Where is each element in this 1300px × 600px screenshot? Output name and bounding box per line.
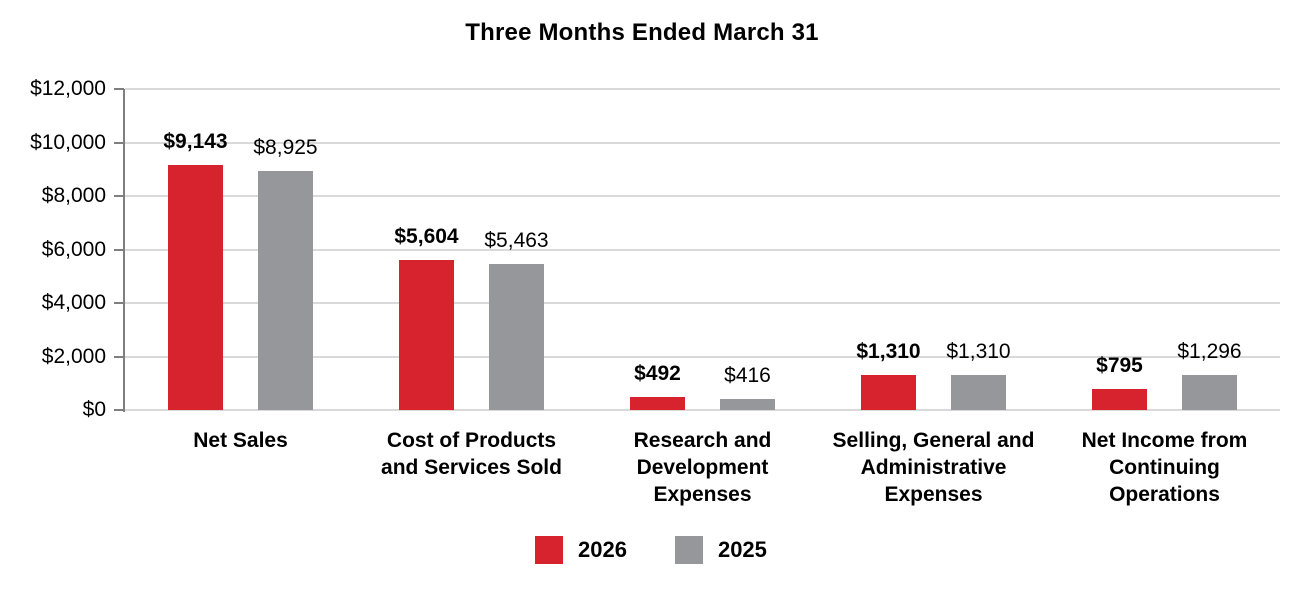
- category-label-line: Net Income from: [1081, 429, 1248, 452]
- bar-value-label: $5,463: [484, 228, 549, 252]
- bar-value-label: $492: [634, 361, 681, 385]
- y-axis-tick-label: $12,000: [30, 77, 106, 100]
- category-label-line: Continuing: [1109, 456, 1220, 479]
- y-axis-tick: [114, 248, 124, 251]
- legend-label-2026: 2026: [578, 537, 627, 562]
- plot-area: $9,143 $8,925 $5,604 $5,463 $492 $416 $1,310 $1…: [125, 88, 1280, 411]
- y-axis-tick-label: $4,000: [41, 291, 106, 314]
- y-axis-tick: [114, 88, 124, 90]
- bar-2025-4: [951, 374, 1006, 410]
- category-label-line: Expenses: [653, 483, 752, 506]
- category-label-line: Net Sales: [193, 429, 288, 452]
- y-axis-tick: [114, 409, 124, 411]
- category-label-line: Research and: [633, 429, 772, 452]
- gridline: [125, 302, 1280, 304]
- bar-value-label: $416: [724, 363, 771, 387]
- bar-2025-5: [1182, 375, 1237, 410]
- y-axis-tick-label: $10,000: [30, 130, 106, 154]
- legend-swatch-2026: [535, 536, 563, 564]
- category-label: Research and Development Expenses: [587, 427, 819, 508]
- y-axis-tick-label: $0: [82, 398, 106, 421]
- bar-value-label: $1,310: [856, 339, 921, 363]
- category-label-line: Cost of Products: [386, 429, 557, 452]
- y-axis-tick-label: $2,000: [41, 344, 106, 368]
- y-axis-tick: [114, 195, 124, 197]
- bar-2026-3: [630, 396, 685, 410]
- category-label: Cost of Products and Services Sold: [356, 427, 588, 481]
- gridline: [125, 195, 1280, 197]
- legend-label-2025: 2025: [717, 537, 767, 562]
- bar-2025-2: [489, 263, 544, 410]
- gridline: [125, 88, 1280, 90]
- legend-item-2026: 2026: [535, 536, 627, 564]
- legend: 2026 2025: [535, 536, 767, 564]
- gridline: [125, 248, 1280, 251]
- bar-value-label: $1,296: [1177, 340, 1242, 364]
- bar-2026-5: [1092, 388, 1147, 410]
- bar-2026-1: [168, 165, 223, 410]
- category-label-line: Operations: [1109, 483, 1220, 506]
- category-label: Selling, General and Administrative Expens…: [818, 427, 1050, 508]
- bar-2025-1: [258, 171, 313, 410]
- y-axis-tick: [114, 141, 124, 144]
- bar-2026-2: [399, 260, 454, 410]
- bar-value-label: $8,925: [253, 136, 318, 160]
- bar-value-label: $5,604: [394, 225, 459, 249]
- y-axis-line: [123, 89, 125, 412]
- y-axis-tick-label: $8,000: [41, 184, 106, 207]
- bar-2025-3: [720, 398, 775, 410]
- gridline: [125, 409, 1280, 411]
- bar-value-label: $795: [1096, 353, 1143, 377]
- gridline: [125, 355, 1280, 358]
- bar-value-label: $1,310: [946, 339, 1011, 363]
- y-axis-tick-label: $6,000: [41, 237, 106, 261]
- legend-item-2025: 2025: [674, 536, 767, 564]
- category-label-line: Administrative: [860, 456, 1007, 479]
- category-label: Net Sales: [125, 427, 357, 454]
- category-label-line: and Services Sold: [381, 456, 562, 479]
- gridline: [125, 141, 1280, 144]
- y-axis-tick: [114, 355, 124, 358]
- category-label-line: Development: [636, 456, 769, 479]
- bar-value-label: $9,143: [163, 130, 228, 154]
- bar-2026-4: [861, 374, 916, 410]
- legend-swatch-2025: [674, 536, 703, 564]
- chart-title: Three Months Ended March 31: [465, 19, 819, 46]
- category-label-line: Selling, General and: [832, 429, 1035, 452]
- category-label: Net Income from Continuing Operations: [1049, 427, 1281, 508]
- category-label-line: Expenses: [884, 483, 983, 506]
- y-axis-tick: [114, 302, 124, 304]
